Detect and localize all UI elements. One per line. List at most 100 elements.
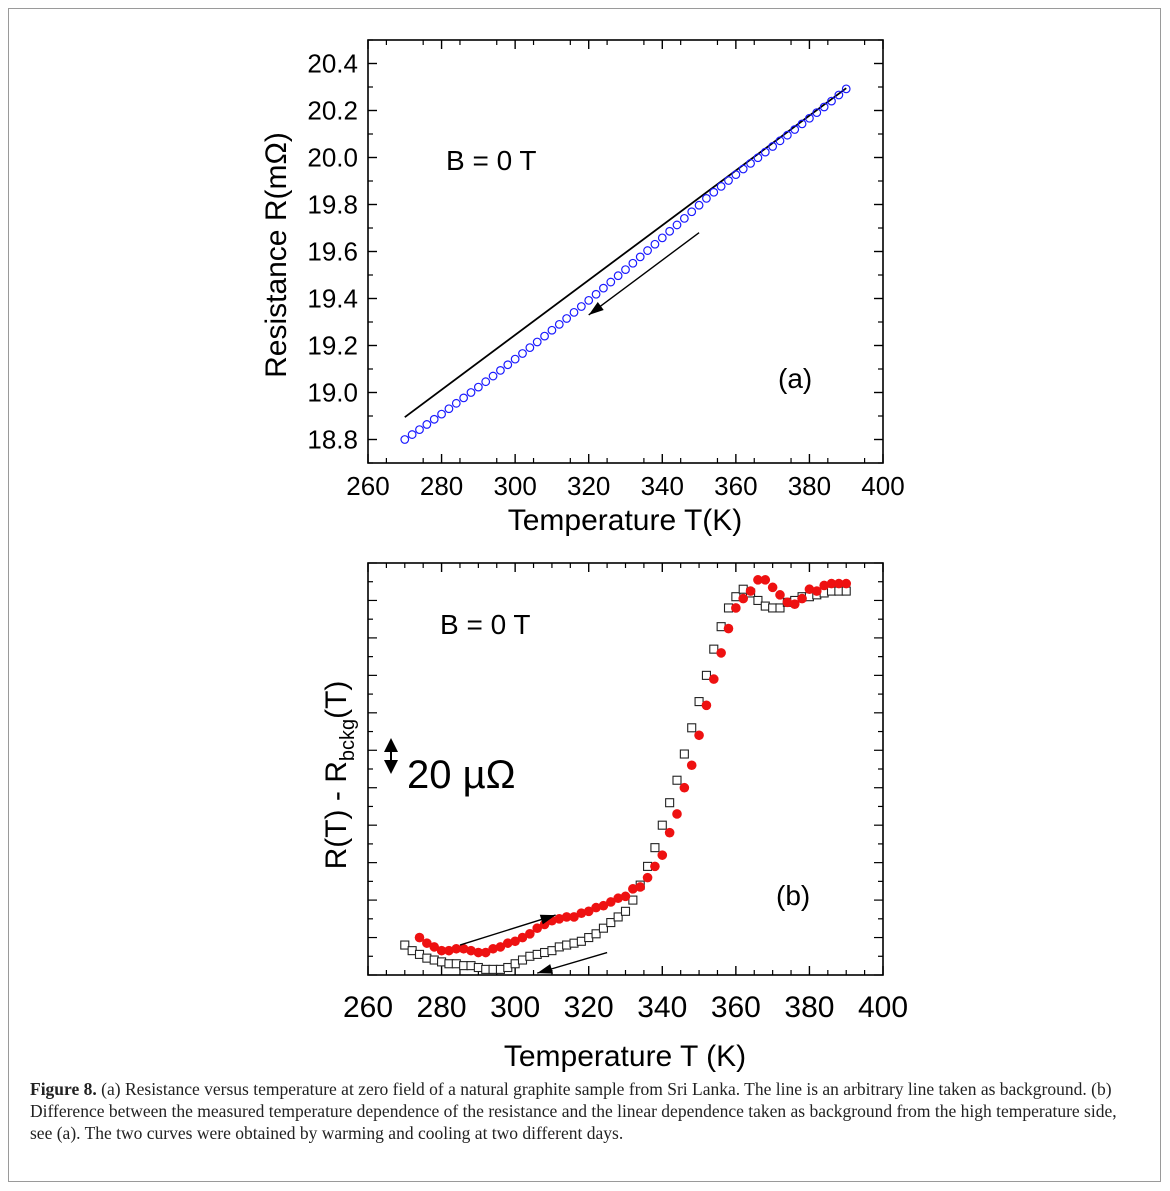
cooling-point bbox=[591, 929, 601, 939]
resistance-point bbox=[429, 414, 439, 424]
resistance-point bbox=[679, 213, 689, 223]
cooling-point bbox=[510, 959, 520, 969]
resistance-point bbox=[496, 366, 505, 375]
cooling-point bbox=[606, 918, 616, 928]
cooling-point bbox=[503, 962, 513, 973]
warming-point bbox=[811, 586, 822, 596]
resistance-point bbox=[451, 398, 461, 408]
warming-point bbox=[488, 943, 498, 954]
resistance-point bbox=[621, 265, 630, 274]
panel-a-x-tick-label: 380 bbox=[788, 471, 831, 501]
panel-a-y-tick-label: 18.8 bbox=[307, 425, 358, 455]
panel-a-arrow bbox=[588, 232, 700, 316]
resistance-point bbox=[702, 193, 711, 203]
panel-b-cooling-points bbox=[400, 584, 851, 974]
panel-a-y-tick-label: 19.2 bbox=[307, 331, 358, 361]
scale-bar-label: 20 µΩ bbox=[407, 753, 516, 797]
warming-point bbox=[591, 902, 601, 913]
warming-point bbox=[583, 906, 594, 917]
warming-point bbox=[841, 578, 852, 589]
warming-point bbox=[444, 945, 454, 956]
resistance-point bbox=[805, 113, 814, 123]
cooling-point bbox=[694, 697, 704, 707]
cooling-point bbox=[701, 670, 711, 680]
warming-point bbox=[789, 599, 800, 609]
panel-a-x-tick-label: 360 bbox=[714, 471, 757, 501]
warming-point bbox=[525, 929, 535, 939]
resistance-point bbox=[576, 302, 586, 311]
resistance-point bbox=[768, 142, 778, 151]
cooling-point bbox=[562, 940, 572, 950]
panel-a-arrow-shaft bbox=[588, 232, 700, 316]
warming-point bbox=[480, 947, 491, 958]
warming-point bbox=[605, 897, 616, 907]
warming-point bbox=[473, 947, 484, 958]
panel-a-y-tick-label: 19.8 bbox=[307, 190, 358, 220]
warming-point bbox=[613, 893, 623, 904]
cooling-point bbox=[768, 603, 778, 613]
resistance-point bbox=[650, 239, 660, 249]
warming-point bbox=[635, 882, 646, 892]
warming-point bbox=[422, 938, 432, 948]
warming-point bbox=[723, 623, 734, 634]
panel-b-arrow-0-head bbox=[539, 914, 556, 925]
scale-bar-arrowhead-down bbox=[384, 760, 398, 774]
warming-point bbox=[495, 942, 506, 952]
cooling-point bbox=[540, 947, 550, 958]
resistance-point bbox=[591, 289, 601, 299]
panel-b-x-tick-label: 360 bbox=[711, 991, 761, 1024]
warming-point bbox=[679, 782, 690, 793]
panel-b-field-annotation: B = 0 T bbox=[440, 609, 531, 640]
cooling-point bbox=[407, 946, 417, 956]
panel-b-y-axis-title-main: R(T) - R bbox=[320, 761, 353, 869]
panel-a-ticks: 260 280 300 320 340 360 380 400 18.8 19.0 19.2 19.4… bbox=[307, 39, 905, 501]
warming-point bbox=[451, 943, 462, 954]
resistance-point bbox=[569, 307, 579, 317]
cooling-point bbox=[657, 820, 667, 830]
warming-point bbox=[767, 582, 778, 593]
panel-b: 260 280 300 320 340 360 380 400 B = 0 T (b) 20 … bbox=[320, 562, 908, 1073]
warming-point bbox=[532, 923, 543, 933]
cooling-point bbox=[775, 603, 785, 613]
cooling-point bbox=[584, 932, 594, 943]
panel-a-y-tick-label: 19.6 bbox=[307, 237, 358, 267]
cooling-point bbox=[414, 949, 425, 959]
warming-point bbox=[701, 700, 712, 711]
cooling-point bbox=[437, 957, 447, 967]
resistance-point bbox=[812, 108, 822, 118]
warming-point bbox=[510, 936, 520, 947]
cooling-point bbox=[481, 964, 491, 974]
panel-a-y-tick-label: 20.2 bbox=[307, 96, 358, 126]
warming-point bbox=[819, 580, 829, 591]
warming-point bbox=[657, 850, 668, 860]
resistance-point bbox=[584, 295, 594, 305]
panel-b-arrows bbox=[459, 914, 608, 974]
resistance-point bbox=[554, 319, 564, 329]
warming-point bbox=[804, 584, 815, 595]
resistance-point bbox=[547, 325, 557, 335]
cooling-point bbox=[495, 964, 505, 974]
resistance-point bbox=[599, 283, 608, 293]
warming-point bbox=[738, 593, 749, 604]
panel-a-y-tick-label: 19.0 bbox=[307, 378, 358, 408]
panel-a-data-points bbox=[400, 84, 851, 444]
panel-b-x-tick-label: 400 bbox=[858, 991, 908, 1024]
resistance-point bbox=[562, 314, 572, 323]
warming-point bbox=[664, 827, 675, 838]
warming-point bbox=[458, 943, 469, 954]
warming-point bbox=[797, 593, 807, 604]
cooling-point bbox=[473, 962, 483, 973]
resistance-point bbox=[613, 271, 623, 281]
panel-b-arrow-1-head bbox=[537, 964, 554, 974]
cooling-point bbox=[488, 964, 498, 974]
resistance-point bbox=[753, 153, 763, 163]
resistance-point bbox=[635, 252, 645, 262]
resistance-point bbox=[525, 343, 535, 353]
panel-a: 260 280 300 320 340 360 380 400 18.8 19.0 19.2 19.4… bbox=[260, 39, 905, 537]
cooling-point bbox=[598, 923, 608, 933]
cooling-point bbox=[547, 946, 557, 956]
resistance-point bbox=[716, 182, 726, 191]
panel-b-x-tick-label: 260 bbox=[343, 991, 393, 1024]
panel-a-field-annotation: B = 0 T bbox=[446, 145, 537, 176]
resistance-point bbox=[437, 409, 446, 419]
